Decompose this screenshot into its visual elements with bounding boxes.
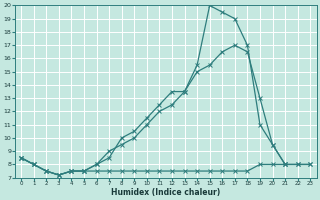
X-axis label: Humidex (Indice chaleur): Humidex (Indice chaleur) bbox=[111, 188, 220, 197]
